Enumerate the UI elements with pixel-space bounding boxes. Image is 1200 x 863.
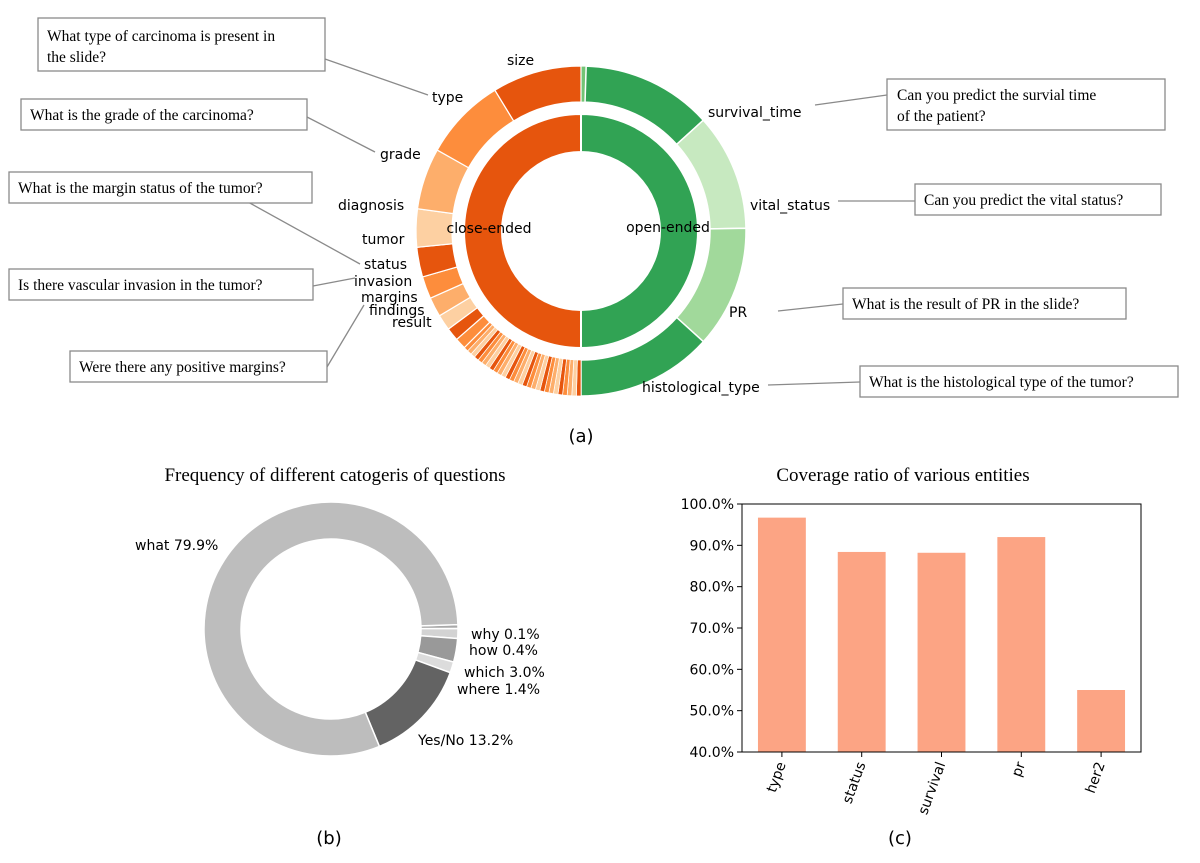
y-tick-label: 90.0% (690, 538, 734, 554)
inner-slice-close-ended (463, 112, 582, 350)
outer-label-histological-type: histological_type (642, 380, 760, 396)
callout-vascular-invasion: Is there vascular invasion in the tumor? (8, 268, 314, 301)
inner-label-open-ended: open-ended (626, 220, 710, 236)
slice-label-where: where 1.4% (457, 682, 540, 698)
panel-a-sunburst: close-ended open-ended survival_time vit… (8, 17, 1179, 447)
callout-text: Can you predict the vital status? (924, 192, 1123, 209)
slice-label-how: how 0.4% (469, 643, 538, 659)
callout-vital-status: Can you predict the vital status? (914, 183, 1162, 216)
panel-c-title: Coverage ratio of various entities (776, 465, 1029, 486)
bar-her2 (1077, 690, 1126, 752)
slice-label-what: what 79.9% (135, 538, 218, 554)
y-tick-label: 60.0% (690, 662, 734, 678)
callout-text: Were there any positive margins? (79, 359, 286, 376)
inner-label-close-ended: close-ended (447, 221, 532, 237)
bars (757, 517, 1126, 752)
callout-positive-margins: Were there any positive margins? (69, 350, 328, 383)
x-tick-label-pr: pr (1009, 760, 1029, 779)
outer-ring (415, 65, 747, 397)
y-tick-label: 80.0% (690, 580, 734, 596)
callout-carcinoma-type: What type of carcinoma is present in the… (37, 17, 326, 72)
outer-label-findings: findings (369, 303, 425, 319)
caption-b: (b) (316, 828, 341, 849)
callout-text: What is the histological type of the tum… (869, 374, 1134, 391)
panel-b-donut: Frequency of different catogeris of ques… (135, 465, 545, 849)
slice-label-why: why 0.1% (471, 627, 540, 643)
outer-label-vital-status: vital_status (750, 198, 830, 214)
donut-slice-what (203, 501, 459, 757)
y-tick-label: 40.0% (690, 745, 734, 761)
y-tick-label: 50.0% (690, 704, 734, 720)
plot-frame (741, 503, 1142, 753)
outer-label-survival-time: survival_time (708, 105, 801, 121)
x-tick-label-survival: survival (915, 760, 949, 817)
callout-survival-time: Can you predict the survial time of the … (886, 78, 1166, 131)
callout-grade: What is the grade of the carcinoma? (20, 98, 308, 131)
bar-survival (917, 552, 966, 752)
x-axis: type status survival pr her2 (764, 752, 1109, 817)
outer-slice-size (494, 65, 582, 122)
bar-pr (997, 537, 1046, 752)
outer-label-grade: grade (380, 147, 421, 163)
panel-c-bar-chart: Coverage ratio of various entities 40.0%… (681, 465, 1142, 849)
outer-label-type: type (432, 90, 463, 106)
x-tick-label-status: status (840, 760, 870, 806)
y-tick-label: 100.0% (681, 497, 734, 513)
outer-label-size: size (507, 53, 534, 69)
callout-text: What type of carcinoma is present in (47, 28, 275, 45)
y-tick-label: 70.0% (690, 621, 734, 637)
callout-text: What is the grade of the carcinoma? (30, 107, 254, 124)
bar-status (837, 551, 886, 752)
slice-label-which: which 3.0% (464, 665, 545, 681)
donut-slices (203, 501, 459, 757)
caption-c: (c) (888, 828, 912, 849)
y-axis: 40.0% 50.0% 60.0% 70.0% 80.0% 90.0% 100.0% (681, 497, 742, 761)
x-tick-label-her2: her2 (1083, 760, 1109, 796)
callout-lines (247, 58, 915, 386)
outer-label-result: result (392, 315, 432, 331)
panel-b-title: Frequency of different catogeris of ques… (164, 465, 505, 486)
outer-label-diagnosis: diagnosis (338, 198, 404, 214)
callout-margin-status: What is the margin status of the tumor? (8, 171, 313, 204)
inner-slice-open-ended (580, 112, 699, 350)
callout-text: What is the result of PR in the slide? (852, 296, 1079, 313)
bar-type (757, 517, 806, 752)
outer-label-invasion: invasion (354, 274, 412, 290)
callout-text: Is there vascular invasion in the tumor? (18, 277, 263, 294)
callout-text: Can you predict the survial time (897, 87, 1096, 104)
outer-label-pr: PR (729, 305, 747, 321)
callout-text: What is the margin status of the tumor? (18, 180, 263, 197)
callout-pr-result: What is the result of PR in the slide? (842, 287, 1127, 320)
inner-ring (463, 112, 699, 350)
slice-label-yes-no: Yes/No 13.2% (417, 733, 513, 749)
x-tick-label-type: type (764, 760, 790, 795)
outer-label-margins: margins (361, 290, 418, 306)
callout-text: the slide? (47, 49, 106, 66)
outer-label-tumor: tumor (362, 232, 405, 248)
callout-text: of the patient? (897, 108, 986, 125)
callout-histological-type: What is the histological type of the tum… (859, 365, 1179, 398)
caption-a: (a) (568, 426, 593, 447)
outer-label-status: status (364, 257, 407, 273)
